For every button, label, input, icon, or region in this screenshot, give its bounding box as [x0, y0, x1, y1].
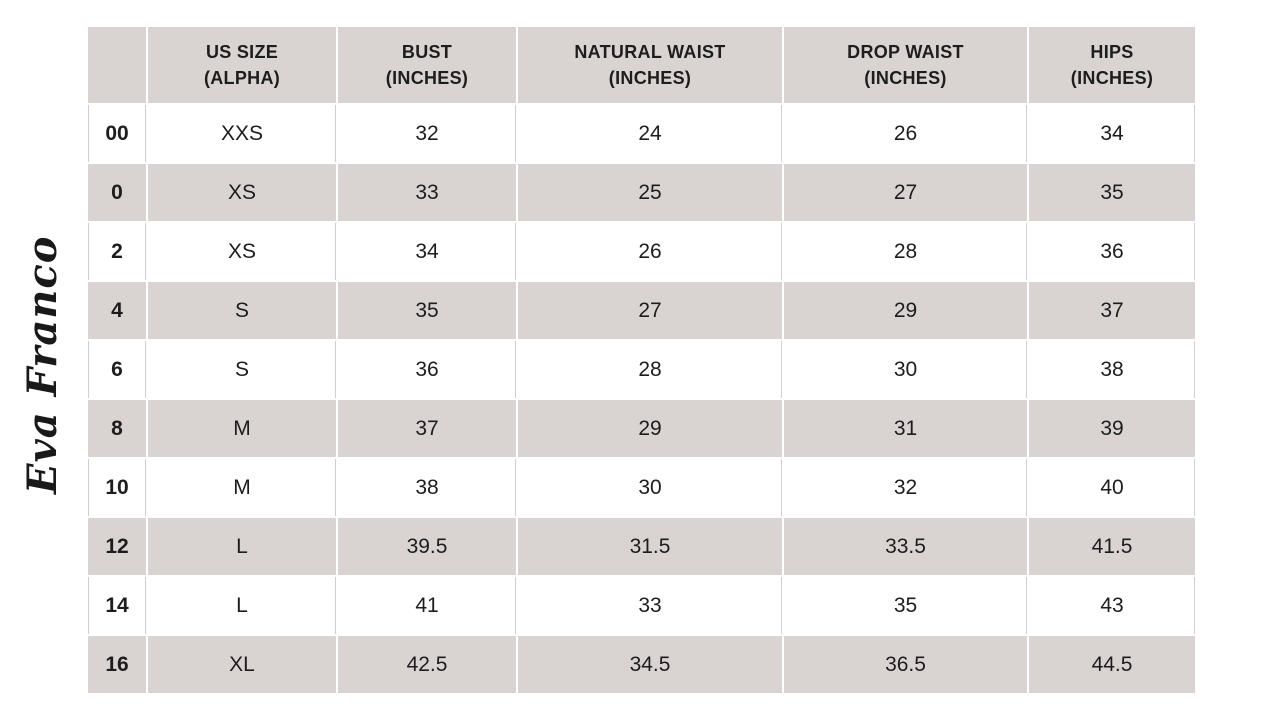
measurement-cell: S: [148, 282, 336, 339]
measurement-cell: 34: [338, 223, 516, 280]
corner-header-cell: [88, 27, 146, 103]
measurement-cell: 42.5: [338, 636, 516, 693]
measurement-cell: 31: [784, 400, 1027, 457]
measurement-cell: 29: [784, 282, 1027, 339]
us-size-cell: 14: [88, 577, 146, 634]
measurement-cell: 38: [338, 459, 516, 516]
measurement-cell: 35: [1029, 164, 1195, 221]
table-row: 4 S 35 27 29 37: [88, 282, 1195, 339]
column-header-cell: US SIZE (ALPHA): [148, 27, 336, 103]
table-row: 14 L 41 33 35 43: [88, 577, 1195, 634]
measurement-cell: 28: [784, 223, 1027, 280]
measurement-cell: L: [148, 518, 336, 575]
measurement-cell: XL: [148, 636, 336, 693]
measurement-cell: 31.5: [518, 518, 782, 575]
table-row: 2 XS 34 26 28 36: [88, 223, 1195, 280]
header-row: US SIZE (ALPHA) BUST (INCHES) NATURAL WAIS…: [88, 27, 1195, 103]
measurement-cell: 27: [518, 282, 782, 339]
measurement-cell: XXS: [148, 105, 336, 162]
measurement-cell: 25: [518, 164, 782, 221]
measurement-cell: 32: [784, 459, 1027, 516]
measurement-cell: 38: [1029, 341, 1195, 398]
measurement-cell: 41: [338, 577, 516, 634]
measurement-cell: 34: [1029, 105, 1195, 162]
measurement-cell: 44.5: [1029, 636, 1195, 693]
measurement-cell: 41.5: [1029, 518, 1195, 575]
column-header-cell: HIPS (INCHES): [1029, 27, 1195, 103]
measurement-cell: 43: [1029, 577, 1195, 634]
us-size-cell: 12: [88, 518, 146, 575]
measurement-cell: 34.5: [518, 636, 782, 693]
table-row: 8 M 37 29 31 39: [88, 400, 1195, 457]
measurement-cell: XS: [148, 223, 336, 280]
size-chart-body: 00 XXS 32 24 26 34 0 XS 33 25 27 35 2 XS 34 26 28 36 4 S 35 2…: [88, 105, 1195, 693]
measurement-cell: 35: [784, 577, 1027, 634]
measurement-cell: 26: [784, 105, 1027, 162]
us-size-cell: 8: [88, 400, 146, 457]
measurement-cell: 33: [338, 164, 516, 221]
measurement-cell: 33: [518, 577, 782, 634]
measurement-cell: XS: [148, 164, 336, 221]
measurement-cell: M: [148, 400, 336, 457]
measurement-cell: 30: [784, 341, 1027, 398]
measurement-cell: 27: [784, 164, 1027, 221]
measurement-cell: L: [148, 577, 336, 634]
measurement-cell: 30: [518, 459, 782, 516]
measurement-cell: 36.5: [784, 636, 1027, 693]
table-row: 0 XS 33 25 27 35: [88, 164, 1195, 221]
us-size-cell: 2: [88, 223, 146, 280]
measurement-cell: 26: [518, 223, 782, 280]
measurement-cell: 36: [1029, 223, 1195, 280]
us-size-cell: 16: [88, 636, 146, 693]
measurement-cell: M: [148, 459, 336, 516]
us-size-cell: 4: [88, 282, 146, 339]
measurement-cell: 36: [338, 341, 516, 398]
size-chart-table: US SIZE (ALPHA) BUST (INCHES) NATURAL WAIS…: [86, 25, 1197, 695]
measurement-cell: 28: [518, 341, 782, 398]
measurement-cell: 39.5: [338, 518, 516, 575]
measurement-cell: S: [148, 341, 336, 398]
measurement-cell: 35: [338, 282, 516, 339]
column-header-cell: BUST (INCHES): [338, 27, 516, 103]
measurement-cell: 29: [518, 400, 782, 457]
measurement-cell: 40: [1029, 459, 1195, 516]
table-row: 10 M 38 30 32 40: [88, 459, 1195, 516]
column-header-cell: NATURAL WAIST (INCHES): [518, 27, 782, 103]
us-size-cell: 10: [88, 459, 146, 516]
measurement-cell: 37: [1029, 282, 1195, 339]
us-size-cell: 0: [88, 164, 146, 221]
us-size-cell: 00: [88, 105, 146, 162]
table-row: 16 XL 42.5 34.5 36.5 44.5: [88, 636, 1195, 693]
measurement-cell: 32: [338, 105, 516, 162]
column-header-cell: DROP WAIST (INCHES): [784, 27, 1027, 103]
size-chart-header: US SIZE (ALPHA) BUST (INCHES) NATURAL WAIS…: [88, 27, 1195, 103]
brand-logo: Eva Franco: [6, 236, 80, 494]
table-row: 6 S 36 28 30 38: [88, 341, 1195, 398]
measurement-cell: 39: [1029, 400, 1195, 457]
table-row: 12 L 39.5 31.5 33.5 41.5: [88, 518, 1195, 575]
measurement-cell: 37: [338, 400, 516, 457]
table-row: 00 XXS 32 24 26 34: [88, 105, 1195, 162]
us-size-cell: 6: [88, 341, 146, 398]
brand-logo-text: Eva Franco: [19, 235, 66, 494]
measurement-cell: 24: [518, 105, 782, 162]
measurement-cell: 33.5: [784, 518, 1027, 575]
